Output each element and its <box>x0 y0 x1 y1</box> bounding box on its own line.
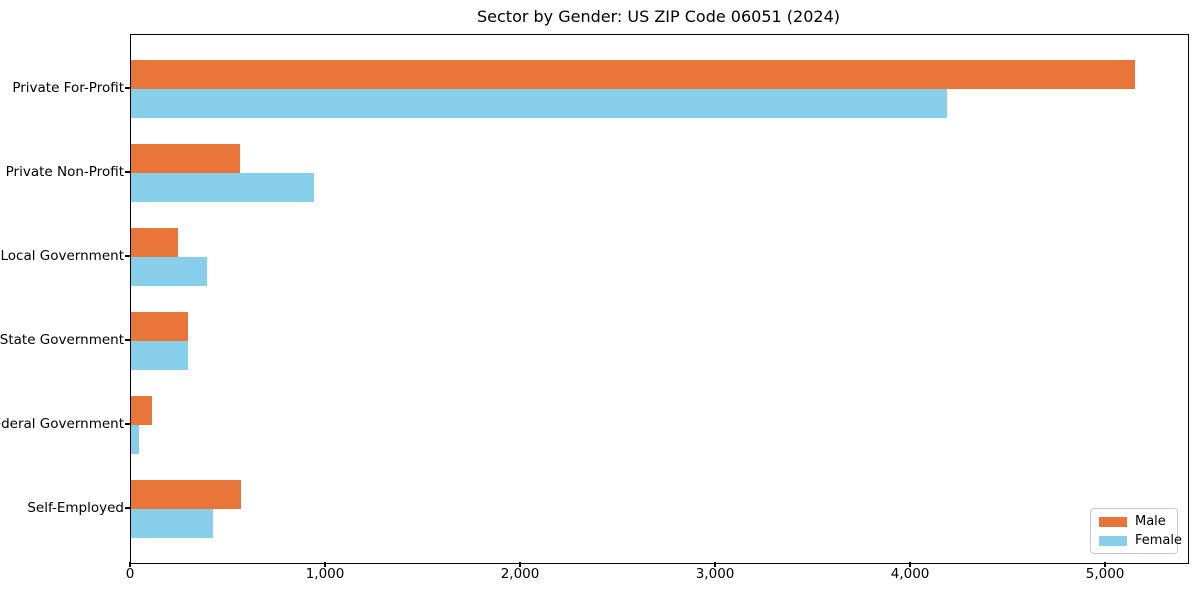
y-tick-label: Self-Employed <box>27 500 124 516</box>
bar-female-1 <box>131 89 947 118</box>
x-tick-label: 0 <box>125 566 135 582</box>
legend: Male Female <box>1090 508 1182 554</box>
chart-title: Sector by Gender: US ZIP Code 06051 (202… <box>477 7 840 26</box>
x-tick-mark <box>324 562 326 567</box>
x-tick-label: 4,000 <box>890 566 930 582</box>
x-tick-mark <box>1104 562 1106 567</box>
x-tick-mark <box>129 562 131 567</box>
x-tick-mark <box>909 562 911 567</box>
y-tick-mark <box>125 339 130 341</box>
y-tick-label: Local Government <box>0 248 124 264</box>
x-tick-label: 1,000 <box>305 566 345 582</box>
y-tick-mark <box>125 171 130 173</box>
bar-female-3 <box>131 257 207 286</box>
bar-female-5 <box>131 425 139 454</box>
y-tick-label: State Government <box>0 332 124 348</box>
x-tick-mark <box>714 562 716 567</box>
x-tick-label: 5,000 <box>1085 566 1125 582</box>
bar-male-5 <box>131 396 152 425</box>
legend-swatch-female <box>1099 535 1127 546</box>
y-tick-label: Private Non-Profit <box>5 164 124 180</box>
bar-female-2 <box>131 173 314 202</box>
legend-item-female: Female <box>1099 533 1182 548</box>
y-tick-mark <box>125 87 130 89</box>
bar-male-1 <box>131 60 1135 89</box>
bar-female-6 <box>131 509 213 538</box>
plot-area <box>130 34 1189 564</box>
y-tick-label: Private For-Profit <box>12 80 124 96</box>
y-tick-mark <box>125 507 130 509</box>
x-tick-label: 2,000 <box>500 566 540 582</box>
bar-male-3 <box>131 228 178 257</box>
legend-label-female: Female <box>1135 533 1183 548</box>
x-tick-label: 3,000 <box>695 566 735 582</box>
legend-item-male: Male <box>1099 514 1169 529</box>
legend-label-male: Male <box>1135 514 1166 529</box>
legend-swatch-male <box>1099 516 1127 527</box>
bar-male-2 <box>131 144 240 173</box>
x-tick-mark <box>519 562 521 567</box>
bar-male-6 <box>131 480 241 509</box>
y-tick-mark <box>125 423 130 425</box>
y-tick-label: Federal Government <box>0 416 124 432</box>
bar-female-4 <box>131 341 188 370</box>
y-tick-mark <box>125 255 130 257</box>
bar-male-4 <box>131 312 188 341</box>
